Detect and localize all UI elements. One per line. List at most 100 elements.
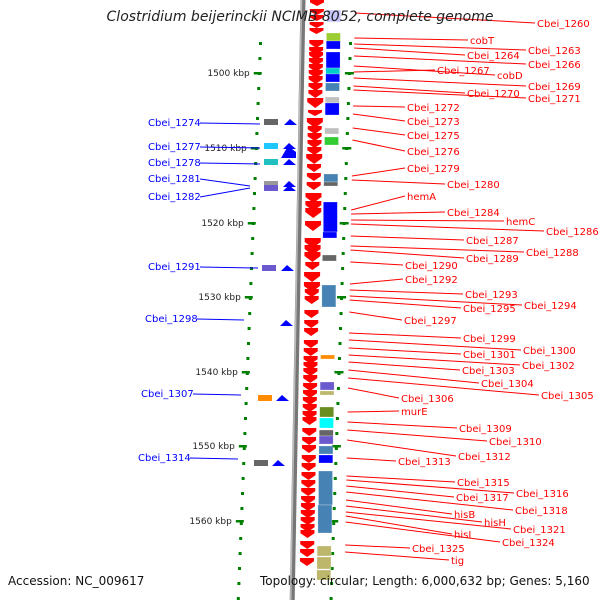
gene-label-Cbei_1293[interactable]: Cbei_1293 [465,290,518,301]
gene-feature-box[interactable] [325,73,340,83]
gene-feature-box[interactable] [258,395,272,401]
gene-label-Cbei_1263[interactable]: Cbei_1263 [528,46,581,57]
gene-label-Cbei_1264[interactable]: Cbei_1264 [467,51,520,62]
gene-label-Cbei_1317[interactable]: Cbei_1317 [456,493,509,504]
forward-gene-arrow[interactable] [309,47,324,55]
gene-feature-box[interactable] [322,254,337,262]
gene-label-Cbei_1297[interactable]: Cbei_1297 [404,316,457,327]
forward-gene-arrow[interactable] [301,496,316,504]
gene-label-Cbei_1274[interactable]: Cbei_1274 [148,118,201,129]
forward-gene-arrow[interactable] [302,417,317,425]
gene-label-cobT[interactable]: cobT [470,36,495,47]
forward-gene-arrow[interactable] [310,0,324,6]
gene-label-Cbei_1298[interactable]: Cbei_1298 [145,314,198,325]
gene-label-Cbei_1309[interactable]: Cbei_1309 [459,424,512,435]
forward-gene-arrow[interactable] [308,70,323,78]
gene-label-murE[interactable]: murE [401,407,428,418]
gene-label-Cbei_1295[interactable]: Cbei_1295 [463,304,516,315]
gene-label-hemC[interactable]: hemC [506,217,535,228]
gene-label-Cbei_1321[interactable]: Cbei_1321 [513,525,566,536]
forward-gene-arrow[interactable] [302,437,317,445]
gene-feature-box[interactable] [318,454,334,464]
forward-gene-arrow[interactable] [303,282,320,292]
gene-label-Cbei_1307[interactable]: Cbei_1307 [141,389,194,400]
forward-gene-arrow[interactable] [309,28,324,34]
forward-gene-arrow[interactable] [304,320,319,328]
forward-gene-arrow[interactable] [302,404,317,412]
gene-label-Cbei_1273[interactable]: Cbei_1273 [407,117,460,128]
forward-gene-arrow[interactable] [308,64,323,72]
forward-gene-arrow[interactable] [307,140,322,148]
forward-gene-arrow[interactable] [306,173,321,181]
gene-label-Cbei_1288[interactable]: Cbei_1288 [526,248,579,259]
gene-feature-box[interactable] [316,556,332,570]
reverse-gene-arrow[interactable] [276,395,289,401]
forward-gene-arrow[interactable] [305,221,322,231]
gene-label-cobD[interactable]: cobD [497,71,523,82]
gene-feature-box[interactable] [324,102,340,116]
gene-label-Cbei_1277[interactable]: Cbei_1277 [148,142,201,153]
forward-gene-arrow[interactable] [304,252,321,262]
gene-feature-box[interactable] [325,96,340,104]
forward-gene-arrow[interactable] [301,488,316,496]
gene-label-Cbei_1286[interactable]: Cbei_1286 [546,227,599,238]
gene-feature-box[interactable] [325,67,341,75]
forward-gene-arrow[interactable] [307,98,324,108]
gene-feature-box[interactable] [326,9,342,23]
reverse-gene-arrow[interactable] [284,119,297,125]
forward-gene-arrow[interactable] [309,22,324,28]
forward-gene-arrow[interactable] [305,208,322,218]
forward-gene-arrow[interactable] [309,9,324,15]
gene-label-Cbei_1284[interactable]: Cbei_1284 [447,208,500,219]
gene-feature-box[interactable] [319,417,334,429]
gene-label-Cbei_1299[interactable]: Cbei_1299 [463,334,516,345]
gene-feature-box[interactable] [264,159,278,165]
gene-label-Cbei_1324[interactable]: Cbei_1324 [502,538,555,549]
forward-gene-arrow[interactable] [305,262,320,270]
forward-gene-arrow[interactable] [300,549,315,557]
forward-gene-arrow[interactable] [308,90,323,98]
gene-feature-box[interactable] [324,136,339,146]
forward-gene-arrow[interactable] [301,445,316,453]
gene-feature-box[interactable] [325,82,340,92]
gene-label-hisB[interactable]: hisB [454,510,475,521]
gene-label-Cbei_1303[interactable]: Cbei_1303 [462,366,515,377]
gene-label-Cbei_1280[interactable]: Cbei_1280 [447,180,500,191]
forward-gene-arrow[interactable] [301,455,316,463]
forward-gene-arrow[interactable] [302,428,317,436]
forward-gene-arrow[interactable] [307,164,322,172]
forward-gene-arrow[interactable] [300,517,315,525]
reverse-gene-arrow[interactable] [281,265,294,271]
gene-feature-box[interactable] [316,545,332,557]
gene-feature-box[interactable] [317,504,333,534]
forward-gene-arrow[interactable] [305,193,322,203]
forward-gene-arrow[interactable] [300,524,315,532]
gene-feature-box[interactable] [319,406,334,418]
gene-label-Cbei_1289[interactable]: Cbei_1289 [466,254,519,265]
gene-feature-box[interactable] [318,435,334,445]
forward-gene-arrow[interactable] [306,182,321,190]
gene-label-Cbei_1302[interactable]: Cbei_1302 [522,361,575,372]
reverse-gene-arrow[interactable] [280,320,293,326]
gene-label-Cbei_1282[interactable]: Cbei_1282 [148,192,201,203]
gene-label-Cbei_1305[interactable]: Cbei_1305 [541,391,594,402]
reverse-gene-arrow[interactable] [283,159,296,165]
gene-label-Cbei_1316[interactable]: Cbei_1316 [516,489,569,500]
forward-gene-arrow[interactable] [309,40,324,48]
forward-gene-arrow[interactable] [303,362,318,370]
gene-label-tig[interactable]: tig [451,556,464,567]
forward-gene-arrow[interactable] [303,356,318,364]
forward-gene-arrow[interactable] [304,238,321,248]
forward-gene-arrow[interactable] [303,375,318,383]
forward-gene-arrow[interactable] [307,133,322,141]
gene-label-Cbei_1314[interactable]: Cbei_1314 [138,453,191,464]
forward-gene-arrow[interactable] [304,272,321,282]
forward-gene-arrow[interactable] [304,328,319,336]
gene-feature-box[interactable] [326,32,341,42]
forward-gene-arrow[interactable] [301,472,316,480]
gene-feature-box[interactable] [322,231,338,239]
gene-label-Cbei_1278[interactable]: Cbei_1278 [148,158,201,169]
gene-label-Cbei_1279[interactable]: Cbei_1279 [407,164,460,175]
forward-gene-arrow[interactable] [300,530,315,538]
